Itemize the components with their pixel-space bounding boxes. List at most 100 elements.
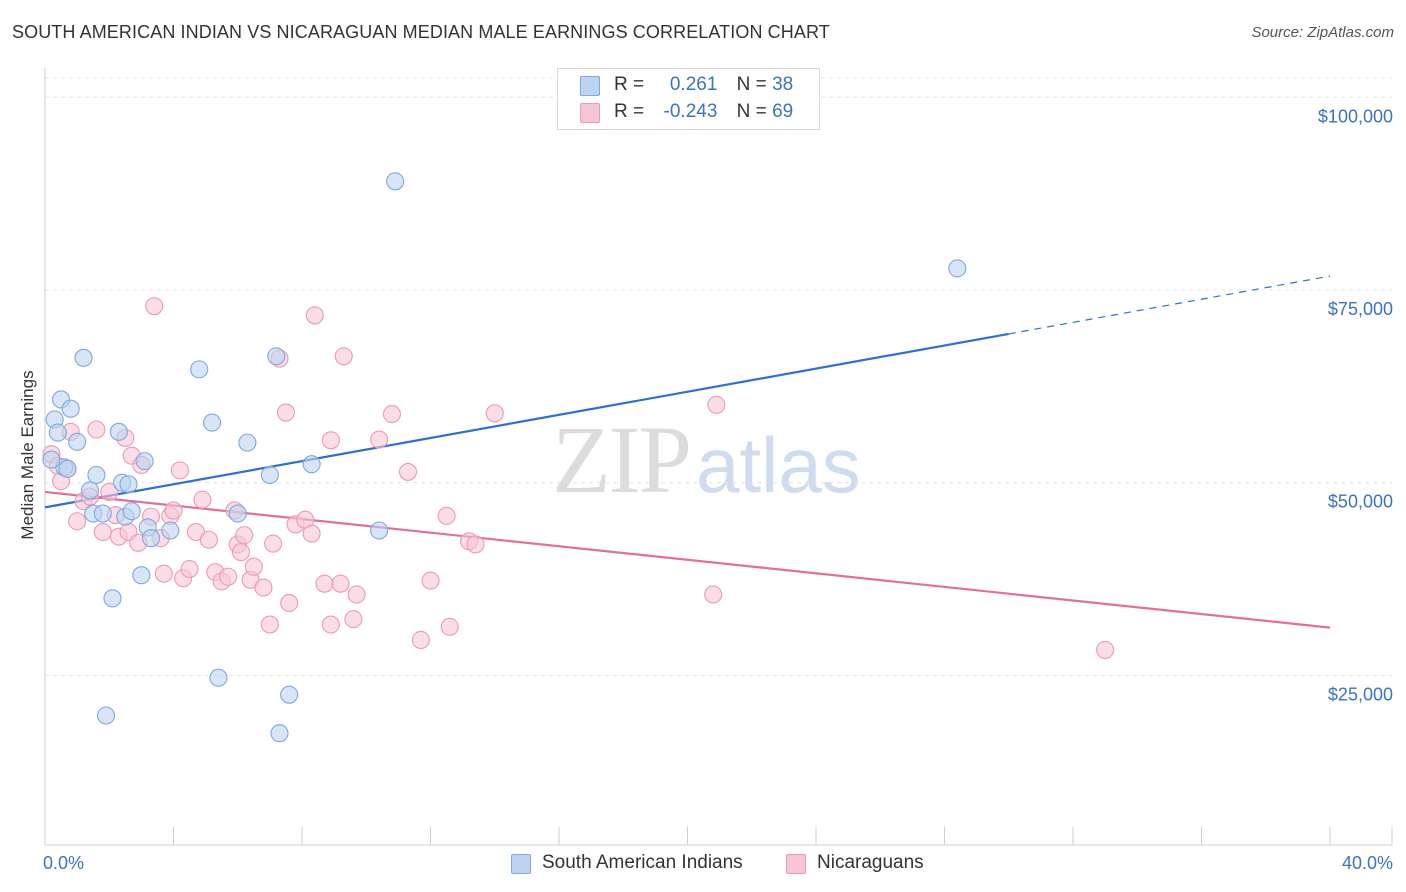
point-nicaraguans xyxy=(180,559,199,579)
point-nicaraguans xyxy=(264,534,283,553)
point-nicaraguans xyxy=(321,431,340,450)
point-nicaraguans xyxy=(344,610,363,629)
point-nicaraguans xyxy=(170,461,189,480)
y-tick-label: $25,000 xyxy=(1328,684,1393,704)
point-nicaraguans xyxy=(87,420,106,439)
trend-line-nicaraguans xyxy=(44,490,1331,629)
point-nicaraguans xyxy=(219,567,238,586)
point-south-american-indians xyxy=(96,706,116,725)
legend-r-value: 0.261 xyxy=(669,74,718,95)
point-nicaraguans xyxy=(100,482,119,501)
point-nicaraguans xyxy=(280,593,299,613)
point-nicaraguans xyxy=(411,630,430,650)
point-nicaraguans xyxy=(440,617,459,636)
point-south-american-indians xyxy=(238,433,257,452)
point-south-american-indians xyxy=(80,481,100,500)
point-nicaraguans xyxy=(154,564,173,583)
point-south-american-indians xyxy=(74,348,93,367)
legend-text-blue: R = 0.261 N = 38 xyxy=(614,74,793,96)
chart-title: SOUTH AMERICAN INDIAN VS NICARAGUAN MEDI… xyxy=(12,22,830,42)
point-south-american-indians xyxy=(302,455,321,474)
point-nicaraguans xyxy=(334,347,353,366)
point-nicaraguans xyxy=(707,395,726,414)
point-south-american-indians xyxy=(109,422,128,441)
point-nicaraguans xyxy=(315,574,334,593)
y-tick-label: $50,000 xyxy=(1328,492,1393,512)
legend-swatch-pink xyxy=(580,103,600,123)
point-south-american-indians xyxy=(270,724,289,743)
point-south-american-indians xyxy=(190,360,209,379)
trend-line-south-american-indians-projection xyxy=(1008,275,1331,335)
point-south-american-indians xyxy=(58,459,77,478)
point-nicaraguans xyxy=(347,585,366,604)
point-south-american-indians xyxy=(48,423,67,442)
legend-n-label: N = xyxy=(736,101,767,122)
y-tick-label: $100,000 xyxy=(1318,106,1393,126)
series-swatch-blue xyxy=(511,854,531,874)
point-south-american-indians xyxy=(948,259,967,278)
series-swatch-pink xyxy=(786,854,806,874)
series-legend: South American Indians Nicaraguans xyxy=(0,852,1406,878)
point-nicaraguans xyxy=(466,535,485,554)
point-south-american-indians xyxy=(42,450,61,469)
point-south-american-indians xyxy=(161,521,180,540)
legend-r-label: R = xyxy=(614,74,645,95)
point-nicaraguans xyxy=(254,578,273,597)
point-nicaraguans xyxy=(231,543,251,562)
point-south-american-indians xyxy=(68,432,87,451)
trend-layer xyxy=(44,275,1331,629)
point-nicaraguans xyxy=(331,574,350,593)
legend-r-label: R = xyxy=(614,101,645,122)
point-south-american-indians xyxy=(280,685,299,704)
point-nicaraguans xyxy=(164,501,183,520)
point-south-american-indians xyxy=(386,172,405,191)
point-nicaraguans xyxy=(235,526,254,545)
point-south-american-indians xyxy=(260,465,279,485)
point-nicaraguans xyxy=(302,524,321,543)
labels-layer: $100,000 $75,000 $50,000 $25,000 0.0% 40.0% xyxy=(43,106,1393,873)
series-label-pink: Nicaraguans xyxy=(817,852,924,873)
point-south-american-indians xyxy=(132,566,151,585)
point-south-american-indians xyxy=(209,668,228,687)
point-nicaraguans xyxy=(704,585,723,604)
point-south-american-indians xyxy=(61,399,80,418)
y-tick-label: $75,000 xyxy=(1328,299,1393,319)
legend-n-value: 69 xyxy=(772,101,794,122)
point-nicaraguans xyxy=(145,297,164,316)
point-south-american-indians xyxy=(135,452,154,471)
point-nicaraguans xyxy=(199,530,218,549)
point-nicaraguans xyxy=(1096,640,1115,660)
legend-n-label: N = xyxy=(736,74,767,95)
point-nicaraguans xyxy=(321,615,340,634)
correlation-legend: R = 0.261 N = 38 R = -0.243 N = 69 xyxy=(557,68,820,130)
series-label-blue: South American Indians xyxy=(542,852,743,873)
trend-line-south-american-indians xyxy=(44,332,1009,509)
point-south-american-indians xyxy=(267,347,286,366)
point-nicaraguans xyxy=(421,571,440,590)
point-nicaraguans xyxy=(193,490,212,509)
point-nicaraguans xyxy=(398,462,418,481)
point-south-american-indians xyxy=(87,465,106,485)
point-nicaraguans xyxy=(437,506,456,525)
point-south-american-indians xyxy=(370,521,389,540)
point-nicaraguans xyxy=(276,403,295,422)
point-nicaraguans xyxy=(370,430,389,449)
point-nicaraguans xyxy=(260,615,279,634)
legend-n-value: 38 xyxy=(772,74,794,95)
point-south-american-indians xyxy=(228,504,247,523)
point-nicaraguans xyxy=(244,557,263,576)
point-nicaraguans xyxy=(93,522,112,542)
x-tick-label: 0.0% xyxy=(43,853,84,873)
point-south-american-indians xyxy=(122,502,141,521)
legend-swatch-blue xyxy=(580,76,600,96)
legend-text-pink: R = -0.243 N = 69 xyxy=(614,101,793,123)
point-nicaraguans xyxy=(68,512,87,531)
point-south-american-indians xyxy=(141,529,161,548)
point-nicaraguans xyxy=(305,306,324,325)
point-south-american-indians xyxy=(203,413,222,432)
point-nicaraguans xyxy=(485,404,504,423)
point-south-american-indians xyxy=(119,475,138,494)
legend-r-value: -0.243 xyxy=(663,101,718,122)
point-south-american-indians xyxy=(93,504,112,523)
points-layer xyxy=(42,172,1115,743)
